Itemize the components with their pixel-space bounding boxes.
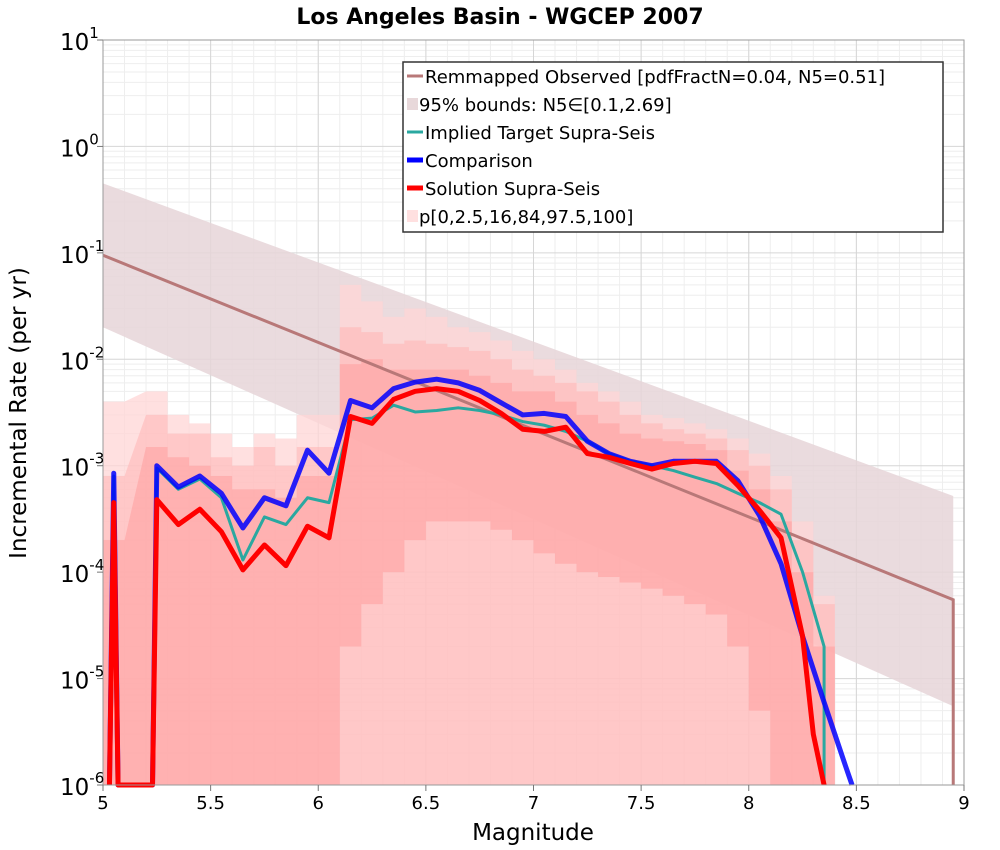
y-tick-label: 100 (60, 130, 99, 162)
legend: Remmapped Observed [pdfFractN=0.04, N5=0… (402, 61, 944, 233)
y-tick-label: 10-1 (60, 237, 104, 269)
series-comparison-line (106, 376, 855, 788)
legend-label: Comparison (425, 151, 533, 172)
y-tick-label: 101 (60, 24, 99, 56)
legend-label: 95% bounds: N5∈[0.1,2.69] (419, 95, 672, 116)
y-tick-label: 10-2 (60, 343, 104, 375)
legend-swatch (407, 98, 418, 110)
series-layer (102, 253, 955, 788)
y-tick-label: 10-6 (60, 769, 104, 801)
chart-title: Los Angeles Basin - WGCEP 2007 (296, 5, 703, 30)
x-tick-label: 7.5 (627, 793, 656, 814)
x-tick-label: 5.5 (196, 793, 225, 814)
x-tick-label: 6.5 (412, 793, 441, 814)
y-tick-label: 10-5 (60, 663, 104, 695)
legend-label: p[0,2.5,16,84,97.5,100] (419, 207, 633, 228)
x-tick-label: 7 (528, 793, 539, 814)
x-tick-label: 5 (97, 793, 108, 814)
legend-box (402, 61, 944, 233)
series-remapped-observed-line (102, 253, 955, 785)
series-solution-line (106, 386, 827, 788)
y-tick-label: 10-4 (60, 556, 104, 588)
x-tick-label: 8 (743, 793, 754, 814)
x-axis-label: Magnitude (472, 820, 594, 846)
legend-swatch (407, 210, 418, 222)
legend-label: Remmapped Observed [pdfFractN=0.04, N5=0… (425, 67, 885, 88)
legend-label: Solution Supra-Seis (425, 179, 600, 200)
x-tick-label: 9 (958, 793, 969, 814)
y-axis-ticks: 101 100 10-1 10-2 10-3 10-4 10-5 10-6 (60, 24, 104, 801)
x-tick-label: 6 (313, 793, 324, 814)
x-axis-ticks: 5 5.5 6 6.5 7 7.5 8 8.5 9 (97, 785, 970, 814)
y-axis-label: Incremental Rate (per yr) (6, 267, 32, 559)
x-tick-label: 8.5 (842, 793, 871, 814)
y-tick-label: 10-3 (60, 450, 104, 482)
legend-label: Implied Target Supra-Seis (425, 123, 655, 144)
